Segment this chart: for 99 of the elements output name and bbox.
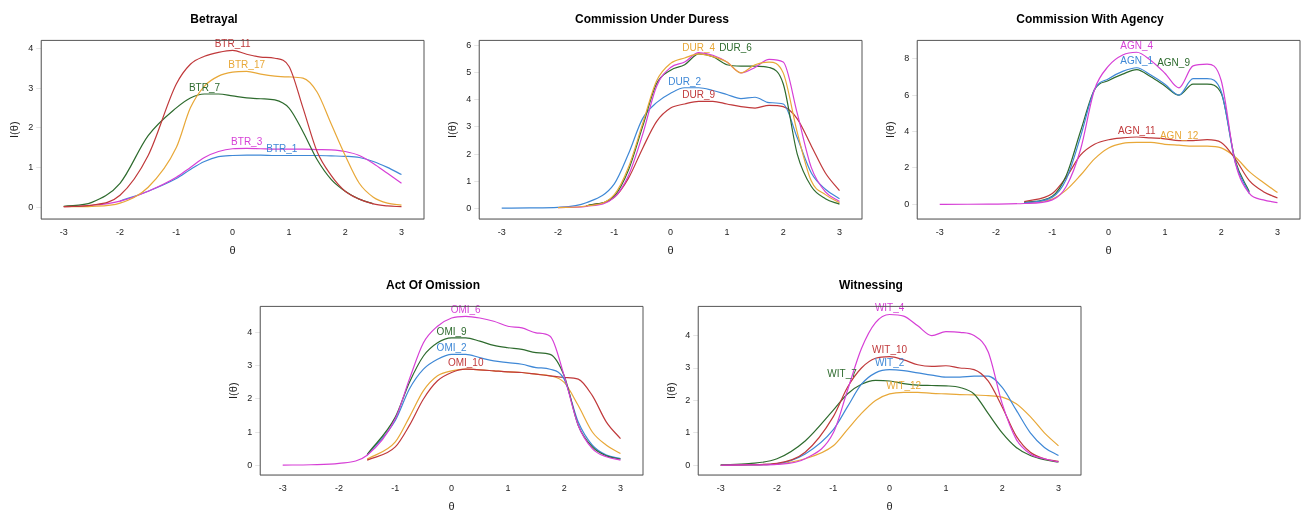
chart-title: Witnessing [839,277,903,292]
x-tick-label: 1 [724,226,730,237]
x-tick-label: -1 [172,226,181,237]
series-label: BTR_3 [231,136,263,148]
x-tick-label: 3 [1274,226,1280,237]
y-tick-label: 3 [247,360,253,371]
y-tick-label: 1 [28,161,34,172]
y-tick-label: 2 [685,394,691,405]
x-axis-title: θ [229,244,236,257]
x-tick-label: 1 [286,226,292,237]
line-series [501,87,841,209]
y-tick-label: 0 [466,202,472,213]
y-tick-label: 4 [466,94,472,105]
x-tick-label: -2 [773,482,782,493]
x-tick-label: 0 [887,482,893,493]
series-label: AGN_4 [1120,40,1154,51]
series-label: DUR_9 [682,89,716,101]
x-tick-label: -3 [716,482,725,493]
x-tick-label: -3 [497,226,506,237]
x-tick-label: -1 [391,482,400,493]
series-label: AGN_11 [1117,124,1156,136]
series-label: OMI_9 [436,325,468,337]
x-tick-label: 1 [505,482,511,493]
line-series [939,51,1279,206]
y-tick-label: 1 [466,175,472,186]
x-tick-label: -1 [829,482,838,493]
y-axis-title: I(θ) [664,382,677,399]
chart-title: Betrayal [190,11,238,26]
series-label: DUR_4 [682,41,716,53]
series-label: DUR_6 [719,41,753,53]
y-tick-label: 3 [28,82,34,93]
x-tick-label: 3 [398,226,404,237]
x-tick-label: -2 [992,226,1001,237]
y-axis-title: I(θ) [226,382,239,399]
series-label: AGN_9 [1157,57,1191,69]
series-label: BTR_11 [214,38,252,50]
y-tick-label: 1 [685,427,691,438]
chart-title: Commission With Agency [1016,11,1165,26]
y-tick-label: 0 [247,459,253,470]
x-tick-label: -2 [116,226,125,237]
x-tick-label: 0 [449,482,455,493]
y-axis-title: I(θ) [883,121,896,138]
series-label: WIT_2 [874,357,905,369]
y-tick-label: 0 [685,459,691,470]
x-tick-label: -2 [554,226,563,237]
x-tick-label: 2 [342,226,348,237]
x-tick-label: 0 [230,226,236,237]
chart-title: Commission Under Duress [574,11,730,26]
x-tick-label: -3 [935,226,944,237]
x-tick-label: 3 [617,482,623,493]
y-tick-label: 6 [904,89,910,100]
x-tick-label: 1 [943,482,949,493]
x-tick-label: 2 [1218,226,1224,237]
y-tick-label: 8 [904,53,910,64]
series-label: AGN_1 [1120,55,1154,67]
x-axis-title: θ [1105,244,1112,257]
y-tick-label: 2 [28,122,34,133]
y-tick-label: 4 [904,126,910,137]
y-tick-label: 3 [466,121,472,132]
y-tick-label: 6 [466,40,472,51]
x-axis-title: θ [667,244,674,257]
x-tick-label: 0 [668,226,674,237]
x-axis-title: θ [448,500,455,513]
y-tick-label: 4 [28,42,34,53]
y-tick-label: 1 [247,426,253,437]
x-axis-title: θ [886,500,893,513]
x-tick-label: -3 [59,226,68,237]
y-tick-label: 2 [247,393,253,404]
series-label: WIT_10 [872,344,908,356]
x-tick-label: 0 [1106,226,1112,237]
x-tick-label: -3 [278,482,287,493]
line-series [282,315,622,466]
y-axis-title: I(θ) [7,121,20,138]
y-tick-label: 4 [685,330,691,341]
y-tick-label: 2 [466,148,472,159]
y-tick-label: 3 [685,362,691,373]
y-axis-title: I(θ) [445,121,458,138]
line-series [720,313,1060,466]
x-tick-label: 2 [561,482,567,493]
x-tick-label: 3 [836,226,842,237]
series-label: OMI_2 [436,342,468,354]
x-tick-label: 2 [780,226,786,237]
x-tick-label: -1 [610,226,619,237]
x-tick-label: 1 [1162,226,1168,237]
y-tick-label: 2 [904,162,910,173]
y-tick-label: 5 [466,67,472,78]
x-tick-label: 3 [1055,482,1061,493]
series-label: OMI_6 [450,304,482,316]
series-label: OMI_10 [447,356,484,368]
y-tick-label: 4 [247,327,253,338]
x-tick-label: -1 [1048,226,1057,237]
series-label: AGN_12 [1159,130,1199,142]
x-tick-label: -2 [335,482,344,493]
y-tick-label: 0 [904,198,910,209]
series-label: DUR_2 [668,75,702,87]
x-tick-label: 2 [999,482,1005,493]
series-label: BTR_17 [228,59,266,71]
y-tick-label: 0 [28,201,34,212]
chart-title: Act Of Omission [385,277,481,292]
